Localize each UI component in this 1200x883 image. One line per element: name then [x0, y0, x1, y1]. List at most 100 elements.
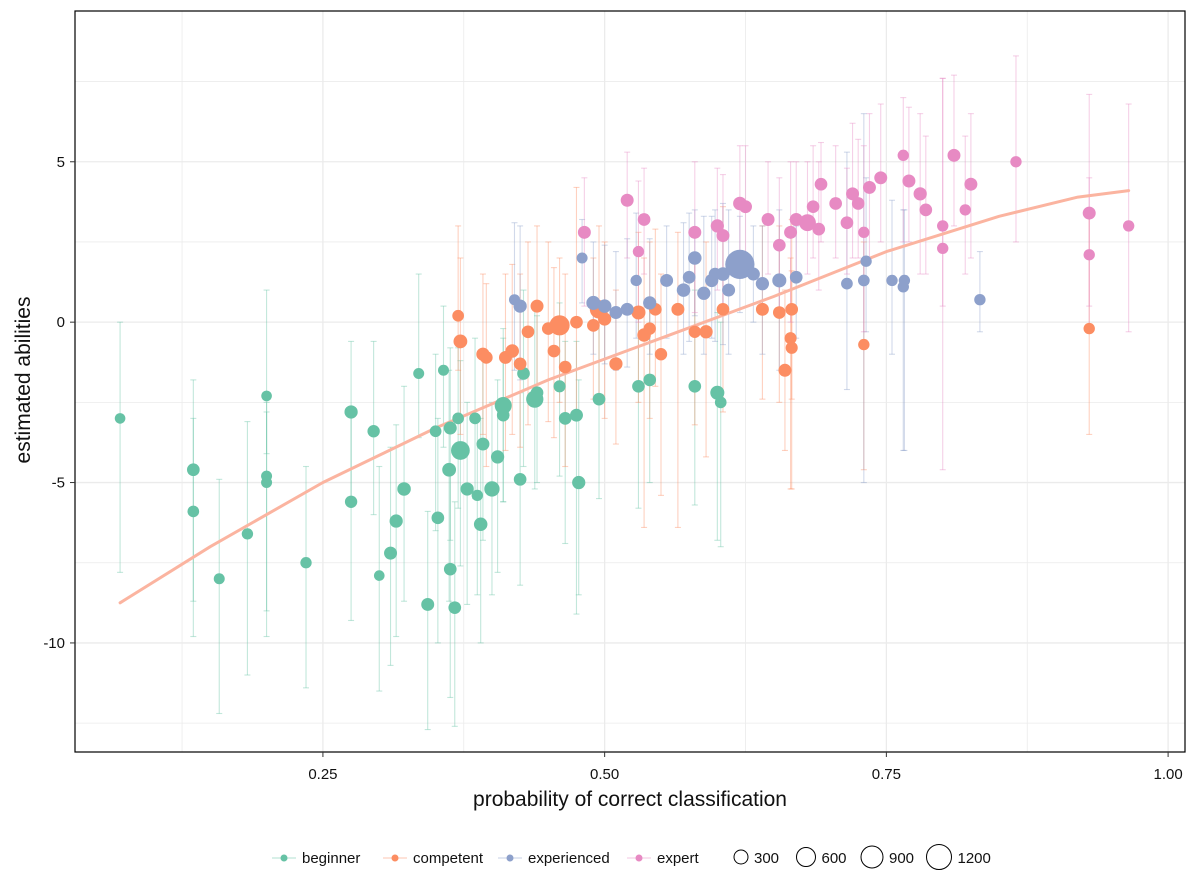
expert-point [799, 214, 816, 232]
beginner-point [344, 495, 358, 508]
experienced-point [620, 302, 634, 316]
expert-point [814, 177, 828, 191]
beginner-point [513, 473, 527, 486]
experienced-point [609, 306, 623, 320]
experienced-point [688, 251, 702, 265]
beginner-point [473, 517, 488, 532]
expert-point [959, 204, 971, 216]
experienced-point [716, 267, 730, 281]
beginner-point [187, 505, 200, 518]
expert-point [897, 149, 909, 162]
competent-point [755, 302, 769, 316]
x-tick-label: 0.25 [308, 766, 337, 783]
competent-point [772, 306, 786, 319]
x-tick-label: 1.00 [1153, 766, 1182, 783]
experienced-point [660, 273, 674, 287]
expert-point [632, 245, 645, 258]
competent-point [598, 312, 612, 326]
beginner-point [632, 379, 645, 393]
expert-point [829, 197, 842, 210]
legend-label-competent: competent [413, 850, 484, 867]
competent-point [558, 360, 572, 374]
beginner-point [241, 528, 254, 540]
beginner-point [710, 385, 725, 400]
beginner-point [558, 412, 572, 425]
plot-frame [74, 10, 1186, 753]
experienced-point [597, 299, 612, 313]
beginner-point [643, 373, 657, 387]
x-tick-label: 0.50 [590, 766, 619, 783]
x-axis: 0.25 0.50 0.75 1.00 [308, 752, 1183, 783]
competent-point [688, 325, 701, 338]
expert-point [851, 197, 865, 210]
legend-size-item: 900 [860, 845, 914, 869]
fit-line [118, 189, 1131, 605]
expert-point [862, 180, 876, 194]
competent-point [643, 322, 656, 335]
expert-point [1010, 156, 1022, 168]
legend: beginner competent experienced expert 300 600… [272, 844, 991, 870]
beginner-point [389, 514, 403, 528]
beginner-point [714, 396, 727, 409]
x-tick-label: 0.75 [872, 766, 901, 783]
competent-point [453, 334, 468, 349]
expert-point [1082, 206, 1096, 220]
expert-point [772, 238, 786, 252]
competent-point [530, 299, 544, 313]
experienced-point [682, 270, 696, 284]
beginner-point [569, 408, 583, 422]
experienced-point [643, 296, 657, 310]
beginner-point [186, 463, 200, 477]
competent-point [609, 357, 623, 371]
beginner-point [261, 390, 272, 402]
experienced-point [576, 252, 588, 264]
beginner-point [530, 386, 544, 400]
experienced-point [886, 274, 898, 287]
competent-point [785, 302, 799, 316]
y-tick-label: -5 [52, 475, 65, 492]
legend-size-label: 300 [754, 850, 779, 867]
experienced-point [789, 270, 803, 284]
legend-label-beginner: beginner [302, 850, 360, 867]
legend-label-expert: expert [657, 850, 700, 867]
legend-size-circle [733, 849, 749, 865]
expert-point [577, 225, 591, 239]
beginner-point [448, 601, 462, 614]
beginner-point [367, 425, 380, 438]
legend-key-dot [635, 854, 643, 862]
y-axis-title: estimated abilities [12, 297, 35, 464]
legend-size-item: 1200 [926, 844, 991, 870]
experienced-point [772, 273, 787, 288]
beginner-point [431, 511, 445, 525]
expert-point [716, 229, 730, 243]
plot-panel [74, 10, 1186, 753]
experienced-point [630, 274, 642, 287]
y-tick-label: 0 [57, 314, 65, 331]
competent-point [671, 302, 685, 316]
legend-size-circle [796, 847, 816, 867]
beginner-point [421, 597, 435, 611]
competent-point [654, 348, 668, 361]
legend-label-experienced: experienced [528, 850, 610, 867]
expert-point [902, 174, 916, 188]
beginner-point [494, 397, 512, 415]
beginner-point [496, 408, 510, 422]
beginner-point [429, 425, 442, 438]
legend-key-dot [280, 854, 288, 862]
experienced-point [697, 286, 711, 300]
legend-size-item: 600 [796, 847, 847, 867]
expert-point [806, 200, 820, 214]
expert-point [1083, 249, 1095, 261]
beginner-point [484, 481, 500, 497]
competent-point [479, 351, 493, 364]
legend-item-experienced: experienced [498, 850, 610, 867]
legend-size-label: 900 [889, 850, 914, 867]
expert-point [812, 222, 826, 236]
expert-point [919, 203, 933, 217]
beginner-point [471, 489, 483, 502]
competent-point [452, 309, 464, 322]
legend-item-beginner: beginner [272, 850, 360, 867]
x-axis-title: probability of correct classification [473, 788, 787, 811]
competent-point [547, 344, 561, 358]
